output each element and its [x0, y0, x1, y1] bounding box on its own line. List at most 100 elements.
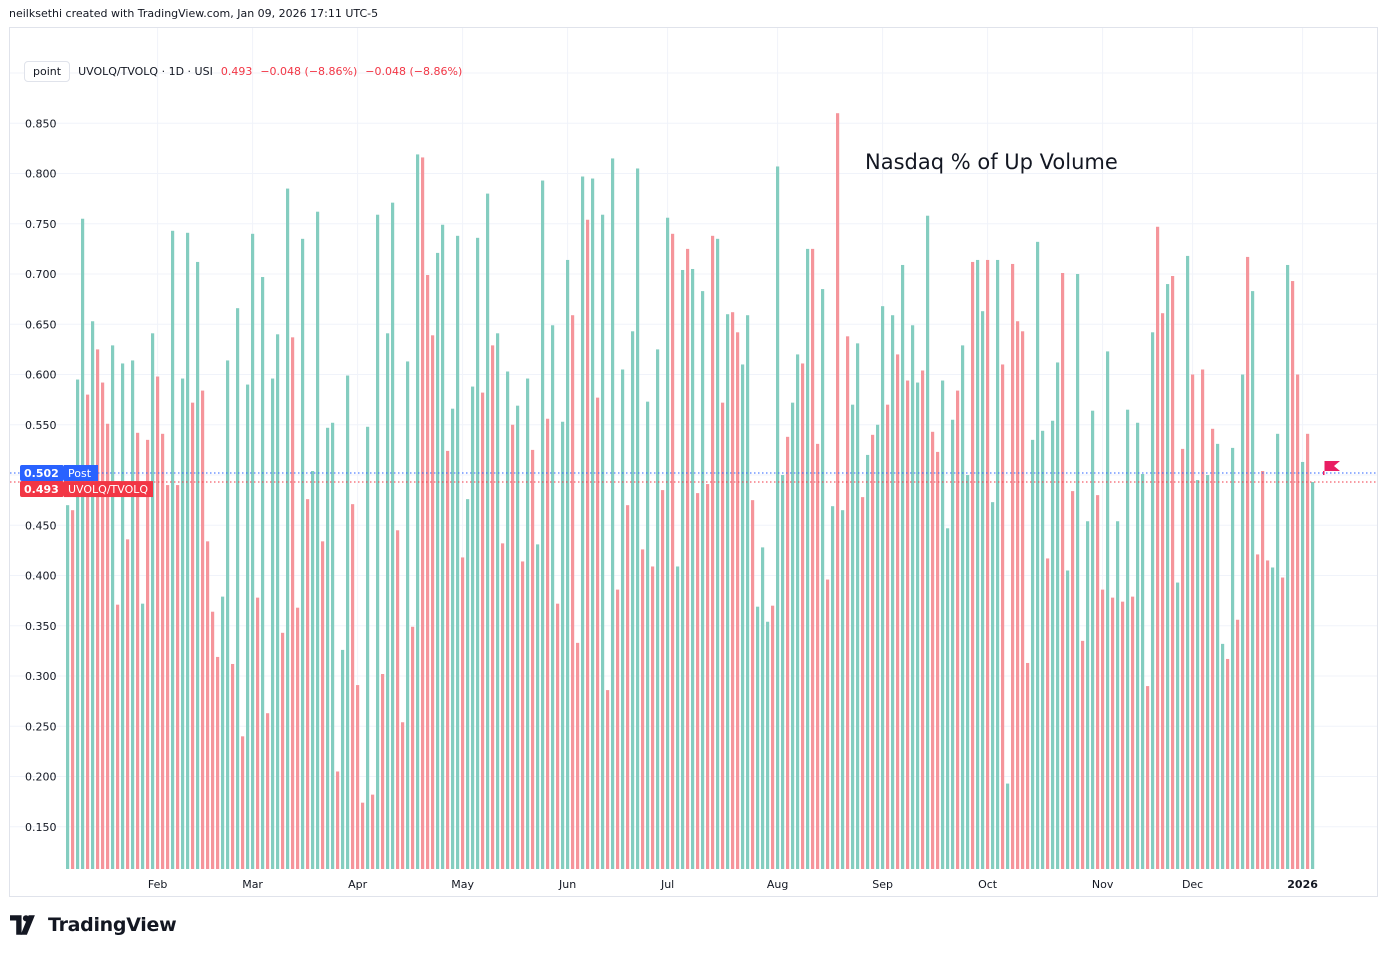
bar[interactable] — [731, 312, 735, 869]
bar[interactable] — [436, 252, 440, 869]
bar[interactable] — [1266, 560, 1270, 869]
bar[interactable] — [286, 188, 290, 869]
bar[interactable] — [541, 180, 545, 869]
bar[interactable] — [1086, 521, 1090, 869]
bar[interactable] — [846, 336, 850, 869]
bar[interactable] — [936, 451, 940, 869]
bar[interactable] — [1311, 482, 1315, 869]
bar[interactable] — [371, 794, 375, 869]
bar[interactable] — [961, 345, 965, 870]
bar[interactable] — [716, 238, 720, 870]
bar[interactable] — [691, 268, 695, 869]
bar[interactable] — [186, 232, 190, 869]
bar[interactable] — [301, 238, 305, 870]
bar[interactable] — [361, 802, 365, 869]
bar[interactable] — [1001, 364, 1005, 869]
bar[interactable] — [891, 315, 895, 869]
bar[interactable] — [1151, 332, 1155, 869]
bar[interactable] — [941, 380, 945, 869]
bar[interactable] — [176, 485, 180, 869]
bar[interactable] — [1031, 439, 1035, 869]
bar[interactable] — [276, 334, 280, 870]
bar[interactable] — [601, 214, 605, 869]
bar[interactable] — [871, 434, 875, 869]
bar[interactable] — [1276, 433, 1280, 869]
bar[interactable] — [866, 454, 870, 869]
bar[interactable] — [1286, 264, 1290, 869]
bar[interactable] — [1016, 321, 1020, 870]
bar[interactable] — [561, 421, 565, 869]
bar[interactable] — [876, 424, 880, 869]
bar[interactable] — [786, 436, 790, 869]
bar[interactable] — [191, 402, 195, 869]
bar[interactable] — [741, 364, 745, 869]
bar[interactable] — [501, 543, 505, 869]
bar[interactable] — [206, 541, 210, 869]
bar[interactable] — [861, 497, 865, 869]
bar[interactable] — [546, 418, 550, 869]
bar[interactable] — [261, 277, 265, 869]
bar[interactable] — [381, 674, 385, 869]
bar[interactable] — [396, 530, 400, 869]
bar[interactable] — [701, 291, 705, 869]
bar[interactable] — [221, 596, 225, 869]
bar[interactable] — [1216, 443, 1220, 869]
bar[interactable] — [1126, 409, 1130, 869]
bar[interactable] — [666, 217, 670, 869]
bar[interactable] — [906, 380, 910, 869]
bar[interactable] — [736, 332, 740, 869]
bar[interactable] — [1056, 362, 1060, 869]
bar[interactable] — [676, 566, 680, 869]
bar[interactable] — [161, 433, 165, 869]
bar[interactable] — [1221, 643, 1225, 869]
bar[interactable] — [881, 306, 885, 869]
bar[interactable] — [1046, 558, 1050, 869]
bar[interactable] — [976, 259, 980, 869]
bar[interactable] — [171, 230, 175, 870]
bar[interactable] — [771, 605, 775, 869]
bar[interactable] — [1296, 374, 1300, 869]
bar[interactable] — [321, 541, 325, 869]
bar[interactable] — [1036, 241, 1040, 869]
bar[interactable] — [626, 505, 630, 869]
bar[interactable] — [456, 235, 460, 869]
bar[interactable] — [126, 539, 130, 869]
bar[interactable] — [986, 259, 990, 869]
bar[interactable] — [551, 325, 555, 869]
bar[interactable] — [1111, 597, 1115, 869]
bar[interactable] — [491, 345, 495, 870]
bar[interactable] — [536, 544, 540, 869]
bar[interactable] — [1076, 274, 1080, 869]
bar[interactable] — [451, 408, 455, 869]
bar[interactable] — [386, 333, 390, 869]
bar[interactable] — [1071, 491, 1075, 869]
bar[interactable] — [921, 370, 925, 869]
bar[interactable] — [1236, 619, 1240, 869]
bar[interactable] — [311, 471, 315, 869]
bar[interactable] — [751, 500, 755, 869]
bar[interactable] — [1091, 410, 1095, 869]
bar[interactable] — [1146, 686, 1150, 869]
bar[interactable] — [336, 771, 340, 869]
bar[interactable] — [166, 485, 170, 869]
bar[interactable] — [1301, 461, 1305, 869]
bar[interactable] — [226, 360, 230, 869]
bar[interactable] — [591, 178, 595, 870]
bar[interactable] — [511, 424, 515, 869]
bar[interactable] — [1291, 281, 1295, 869]
bar[interactable] — [721, 402, 725, 869]
bar[interactable] — [1096, 495, 1100, 869]
bar[interactable] — [516, 405, 520, 869]
bar[interactable] — [236, 308, 240, 869]
bar[interactable] — [856, 343, 860, 869]
bar[interactable] — [1011, 263, 1015, 869]
bar[interactable] — [96, 349, 100, 869]
bar[interactable] — [1231, 447, 1235, 869]
bar[interactable] — [446, 450, 450, 869]
bar[interactable] — [1256, 554, 1260, 869]
bar[interactable] — [1261, 471, 1265, 869]
bar[interactable] — [1131, 596, 1135, 869]
bar[interactable] — [1251, 291, 1255, 869]
bar[interactable] — [1211, 428, 1215, 869]
bar[interactable] — [706, 484, 710, 869]
